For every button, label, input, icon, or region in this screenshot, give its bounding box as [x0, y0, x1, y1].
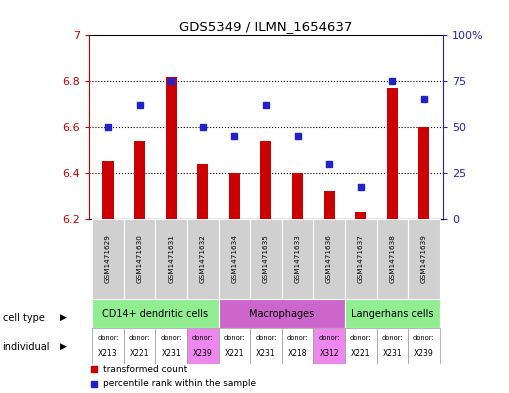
Bar [355, 212, 366, 219]
Bar [218, 299, 345, 329]
Bar [377, 219, 408, 299]
Bar [218, 219, 250, 299]
Text: ▶: ▶ [60, 342, 67, 351]
Bar [345, 299, 440, 329]
Bar [418, 127, 430, 219]
Bar [197, 163, 208, 219]
Bar [102, 161, 114, 219]
Bar [187, 329, 218, 364]
Bar [250, 219, 282, 299]
Text: GSM1471632: GSM1471632 [200, 234, 206, 283]
Text: cell type: cell type [3, 312, 44, 323]
Bar [124, 219, 155, 299]
Bar [92, 219, 124, 299]
Text: donor:: donor: [255, 335, 277, 342]
Text: X239: X239 [193, 349, 213, 358]
Bar [324, 191, 334, 219]
Bar [377, 329, 408, 364]
Bar [292, 173, 303, 219]
Text: GSM1471637: GSM1471637 [358, 234, 364, 283]
Bar [345, 219, 377, 299]
Text: donor:: donor: [97, 335, 119, 342]
Text: donor:: donor: [129, 335, 151, 342]
Text: donor:: donor: [160, 335, 182, 342]
Text: GSM1471629: GSM1471629 [105, 234, 111, 283]
Bar [92, 329, 124, 364]
Bar [314, 219, 345, 299]
Bar [92, 299, 218, 329]
Text: Langerhans cells: Langerhans cells [351, 309, 434, 318]
Bar [250, 329, 282, 364]
Text: GSM1471636: GSM1471636 [326, 234, 332, 283]
Bar [408, 219, 440, 299]
Text: percentile rank within the sample: percentile rank within the sample [102, 379, 256, 388]
Bar [155, 329, 187, 364]
Text: GSM1471631: GSM1471631 [168, 234, 174, 283]
Text: donor:: donor: [350, 335, 372, 342]
Text: X312: X312 [319, 349, 339, 358]
Bar [387, 88, 398, 219]
Text: CD14+ dendritic cells: CD14+ dendritic cells [102, 309, 209, 318]
Bar [218, 329, 250, 364]
Text: X218: X218 [288, 349, 307, 358]
Text: GSM1471630: GSM1471630 [136, 234, 143, 283]
Text: ▶: ▶ [60, 313, 67, 322]
Text: donor:: donor: [413, 335, 435, 342]
Text: X231: X231 [256, 349, 276, 358]
Bar [134, 141, 145, 219]
Text: donor:: donor: [192, 335, 214, 342]
Text: donor:: donor: [287, 335, 308, 342]
Bar [187, 219, 218, 299]
Text: X231: X231 [382, 349, 402, 358]
Bar [124, 329, 155, 364]
Text: GSM1471639: GSM1471639 [421, 234, 427, 283]
Text: donor:: donor: [381, 335, 403, 342]
Text: transformed count: transformed count [102, 365, 187, 374]
Bar [345, 329, 377, 364]
Title: GDS5349 / ILMN_1654637: GDS5349 / ILMN_1654637 [179, 20, 353, 33]
Bar [229, 173, 240, 219]
Text: X239: X239 [414, 349, 434, 358]
Text: GSM1471634: GSM1471634 [232, 234, 237, 283]
Text: Macrophages: Macrophages [249, 309, 315, 318]
Text: GSM1471633: GSM1471633 [295, 234, 300, 283]
Bar [165, 77, 177, 219]
Bar [282, 219, 314, 299]
Text: donor:: donor: [223, 335, 245, 342]
Text: X213: X213 [98, 349, 118, 358]
Text: donor:: donor: [318, 335, 340, 342]
Text: X221: X221 [224, 349, 244, 358]
Text: X221: X221 [351, 349, 371, 358]
Bar [314, 329, 345, 364]
Bar [155, 219, 187, 299]
Text: GSM1471635: GSM1471635 [263, 234, 269, 283]
Bar [408, 329, 440, 364]
Text: GSM1471638: GSM1471638 [389, 234, 395, 283]
Text: X231: X231 [161, 349, 181, 358]
Text: X221: X221 [130, 349, 149, 358]
Bar [261, 141, 271, 219]
Bar [282, 329, 314, 364]
Text: individual: individual [3, 342, 50, 352]
